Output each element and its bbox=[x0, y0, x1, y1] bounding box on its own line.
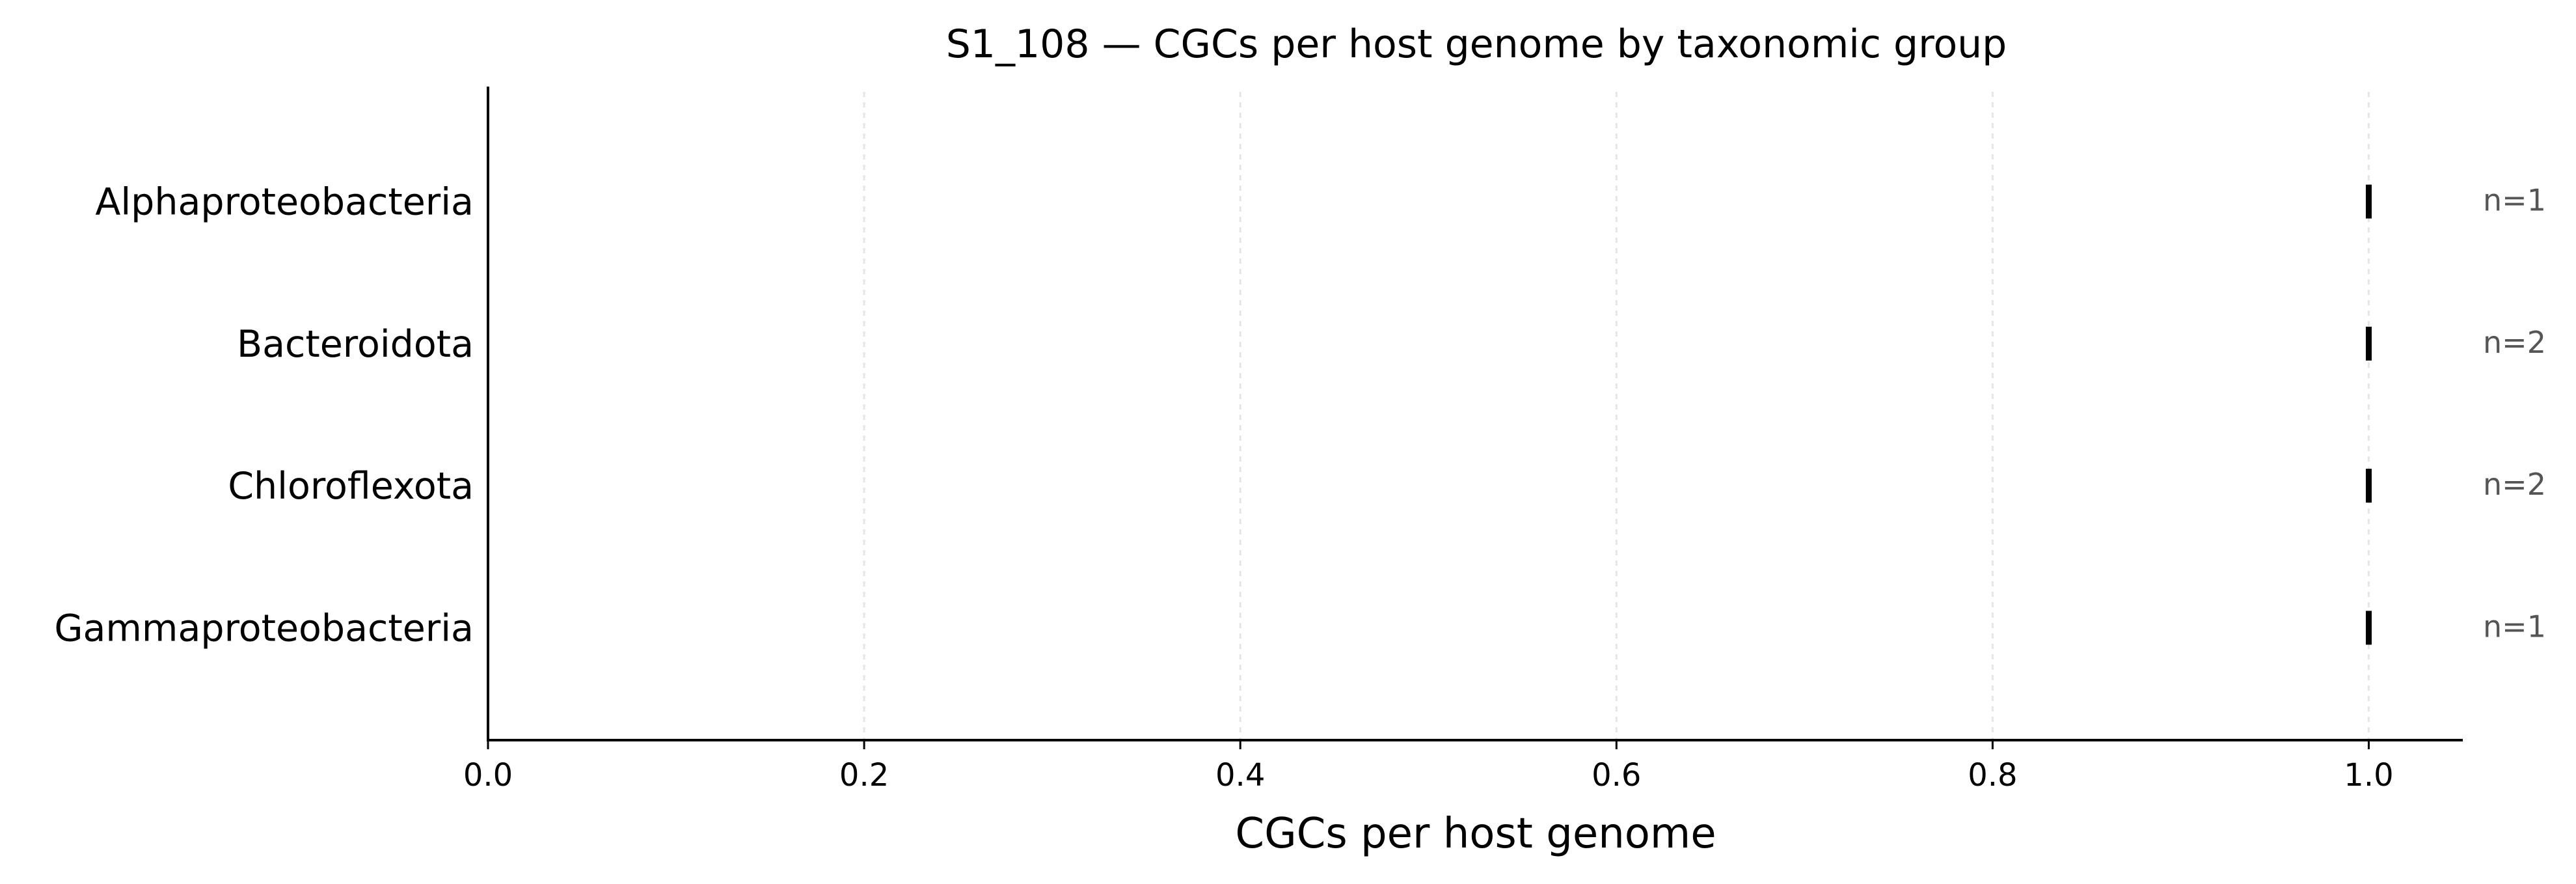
count-label: n=2 bbox=[2483, 325, 2546, 360]
x-tick-label: 0.6 bbox=[1592, 757, 1641, 794]
category-labels: Alphaproteobacteria Bacteroidota Chlorofle… bbox=[54, 181, 474, 650]
chart-title: S1_108 — CGCs per host genome by taxonom… bbox=[946, 21, 2007, 67]
count-label: n=1 bbox=[2483, 183, 2546, 218]
x-tick-label: 1.0 bbox=[2344, 757, 2393, 794]
x-tick-label: 0.2 bbox=[839, 757, 889, 794]
category-label: Bacteroidota bbox=[237, 323, 474, 366]
x-axis-label: CGCs per host genome bbox=[1235, 810, 1716, 858]
x-tick-label: 0.0 bbox=[463, 757, 513, 794]
count-label: n=2 bbox=[2483, 467, 2546, 502]
count-label: n=1 bbox=[2483, 609, 2546, 644]
x-tick-label: 0.8 bbox=[1968, 757, 2017, 794]
count-annotations: n=1 n=2 n=2 n=1 bbox=[2483, 183, 2546, 644]
category-label: Gammaproteobacteria bbox=[54, 607, 474, 650]
gridlines bbox=[863, 92, 2370, 740]
category-label: Chloroflexota bbox=[228, 465, 474, 508]
x-axis-ticks: 0.0 0.2 0.4 0.6 0.8 1.0 bbox=[463, 740, 2394, 794]
category-label: Alphaproteobacteria bbox=[95, 181, 474, 224]
x-tick-label: 0.4 bbox=[1215, 757, 1265, 794]
